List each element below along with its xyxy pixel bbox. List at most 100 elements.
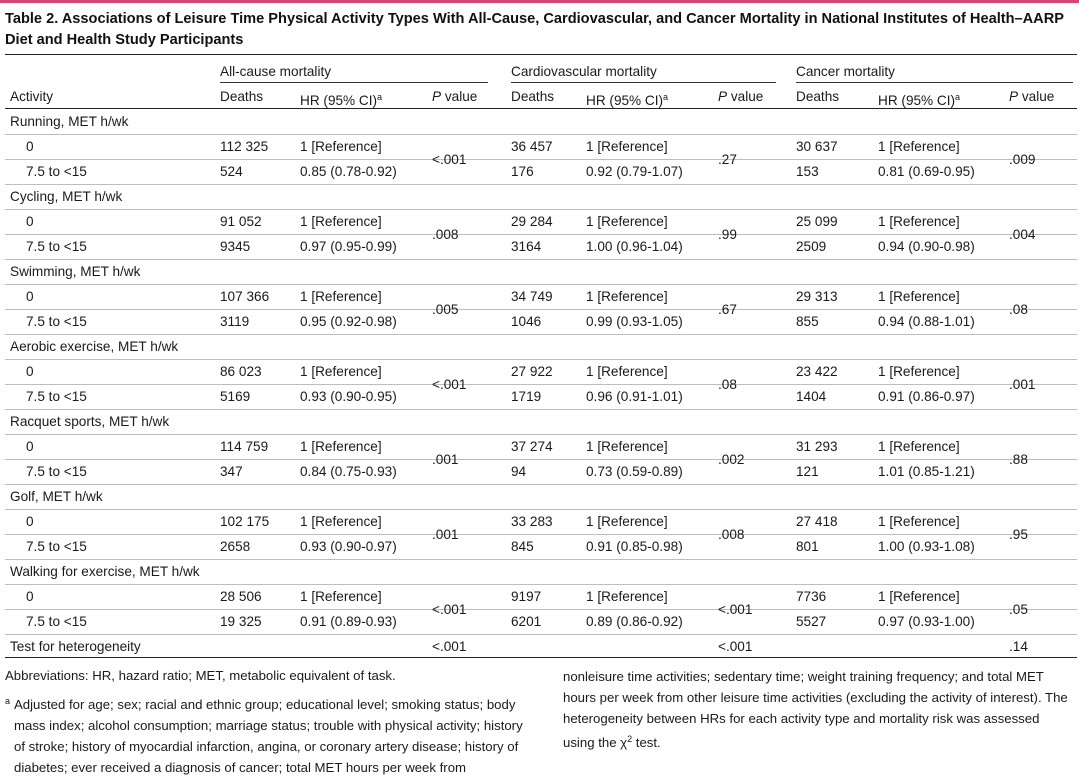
- row-divider: [5, 584, 1077, 585]
- hazard-ratio-value: 1 [Reference]: [878, 514, 960, 529]
- deaths-value: 19 325: [220, 614, 262, 629]
- deaths-value: 25 099: [796, 214, 838, 229]
- hazard-ratio-value: 0.91 (0.89-0.93): [300, 614, 397, 629]
- deaths-value: 1719: [511, 389, 542, 404]
- deaths-value: 36 457: [511, 139, 553, 154]
- activity-level: 7.5 to <15: [26, 614, 87, 629]
- adjustment-footnote-continued: nonleisure time activities; sedentary ti…: [563, 669, 1068, 750]
- deaths-value: 114 759: [220, 439, 269, 454]
- table-title: Table 2. Associations of Leisure Time Ph…: [5, 11, 1064, 48]
- row-divider: [5, 484, 1077, 485]
- column-header-activity: Activity: [10, 89, 54, 104]
- activity-level: 7.5 to <15: [26, 464, 87, 479]
- p-value: .009: [1009, 151, 1036, 167]
- row-divider: [5, 159, 1077, 160]
- hazard-ratio-value: 1 [Reference]: [586, 514, 668, 529]
- row-divider: [5, 534, 1077, 535]
- activity-section-label: Aerobic exercise, MET h/wk: [10, 339, 179, 354]
- deaths-value: 6201: [511, 614, 542, 629]
- hazard-ratio-value: 1 [Reference]: [586, 589, 668, 604]
- hazard-ratio-value: 1 [Reference]: [878, 139, 960, 154]
- hazard-ratio-value: 0.95 (0.92-0.98): [300, 314, 397, 329]
- p-value: .005: [432, 301, 459, 317]
- activity-section-label: Swimming, MET h/wk: [10, 264, 141, 279]
- column-header-p-value: P value: [1009, 89, 1055, 104]
- column-header-hr: HR (95% CI)a: [878, 92, 961, 108]
- activity-level: 0: [26, 139, 34, 154]
- deaths-value: 176: [511, 164, 534, 179]
- deaths-value: 1404: [796, 389, 827, 404]
- p-value: .004: [1009, 226, 1036, 242]
- deaths-value: 37 274: [511, 439, 553, 454]
- deaths-value: 94: [511, 464, 527, 479]
- deaths-value: 524: [220, 164, 243, 179]
- row-divider: [5, 309, 1077, 310]
- hazard-ratio-value: 0.91 (0.85-0.98): [586, 539, 683, 554]
- p-value: .008: [718, 526, 745, 542]
- activity-level: 0: [26, 439, 34, 454]
- hazard-ratio-value: 1.01 (0.85-1.21): [878, 464, 975, 479]
- hazard-ratio-value: 1 [Reference]: [300, 139, 382, 154]
- hazard-ratio-value: 0.94 (0.88-1.01): [878, 314, 975, 329]
- deaths-value: 845: [511, 539, 534, 554]
- deaths-value: 29 284: [511, 214, 553, 229]
- activity-level: 0: [26, 364, 34, 379]
- column-header-hr: HR (95% CI)a: [300, 92, 383, 108]
- hazard-ratio-value: 1 [Reference]: [300, 589, 382, 604]
- hazard-ratio-value: 0.97 (0.93-1.00): [878, 614, 975, 629]
- deaths-value: 3164: [511, 239, 542, 254]
- hazard-ratio-value: 0.93 (0.90-0.97): [300, 539, 397, 554]
- deaths-value: 121: [796, 464, 819, 479]
- deaths-value: 5169: [220, 389, 251, 404]
- hazard-ratio-value: 1 [Reference]: [878, 364, 960, 379]
- deaths-value: 30 637: [796, 139, 838, 154]
- activity-level: 0: [26, 589, 34, 604]
- row-divider: [5, 134, 1077, 135]
- row-divider: [5, 384, 1077, 385]
- row-divider: [5, 459, 1077, 460]
- title-accent-rule: [0, 0, 1079, 3]
- column-header-p-value: P value: [718, 89, 764, 104]
- p-value: <.001: [432, 376, 467, 392]
- hazard-ratio-value: 1 [Reference]: [878, 289, 960, 304]
- p-value: <.001: [432, 151, 467, 167]
- activity-section-label: Racquet sports, MET h/wk: [10, 414, 170, 429]
- activity-section-label: Golf, MET h/wk: [10, 489, 103, 504]
- p-value: .88: [1009, 451, 1028, 467]
- row-divider: [5, 559, 1077, 560]
- hazard-ratio-value: 1 [Reference]: [586, 364, 668, 379]
- activity-level: 7.5 to <15: [26, 314, 87, 329]
- deaths-value: 112 325: [220, 139, 269, 154]
- row-divider: [5, 359, 1077, 360]
- p-value: .67: [718, 301, 737, 317]
- hazard-ratio-value: 1 [Reference]: [586, 439, 668, 454]
- row-divider: [5, 409, 1077, 410]
- p-value: .001: [1009, 376, 1036, 392]
- hazard-ratio-value: 1 [Reference]: [300, 364, 382, 379]
- p-value: .95: [1009, 526, 1028, 542]
- column-header-deaths: Deaths: [511, 89, 555, 104]
- group-underline-cardiovascular: [511, 82, 776, 83]
- abbreviations-note: Abbreviations: HR, hazard ratio; MET, me…: [5, 668, 396, 683]
- deaths-value: 34 749: [511, 289, 553, 304]
- activity-level: 7.5 to <15: [26, 389, 87, 404]
- p-value: .99: [718, 226, 737, 242]
- column-header-hr: HR (95% CI)a: [586, 92, 669, 108]
- deaths-value: 91 052: [220, 214, 262, 229]
- row-divider: [5, 234, 1077, 235]
- deaths-value: 153: [796, 164, 819, 179]
- activity-level: 0: [26, 214, 34, 229]
- hazard-ratio-value: 0.99 (0.93-1.05): [586, 314, 683, 329]
- deaths-value: 855: [796, 314, 819, 329]
- deaths-value: 2509: [796, 239, 827, 254]
- hazard-ratio-value: 1 [Reference]: [586, 139, 668, 154]
- column-header-p-value: P value: [432, 89, 478, 104]
- deaths-value: 1046: [511, 314, 542, 329]
- deaths-value: 27 922: [511, 364, 553, 379]
- deaths-value: 3119: [220, 314, 250, 329]
- row-divider: [5, 209, 1077, 210]
- deaths-value: 9345: [220, 239, 251, 254]
- group-header-cardiovascular: Cardiovascular mortality: [511, 64, 657, 79]
- deaths-value: 5527: [796, 614, 827, 629]
- p-value: .002: [718, 451, 745, 467]
